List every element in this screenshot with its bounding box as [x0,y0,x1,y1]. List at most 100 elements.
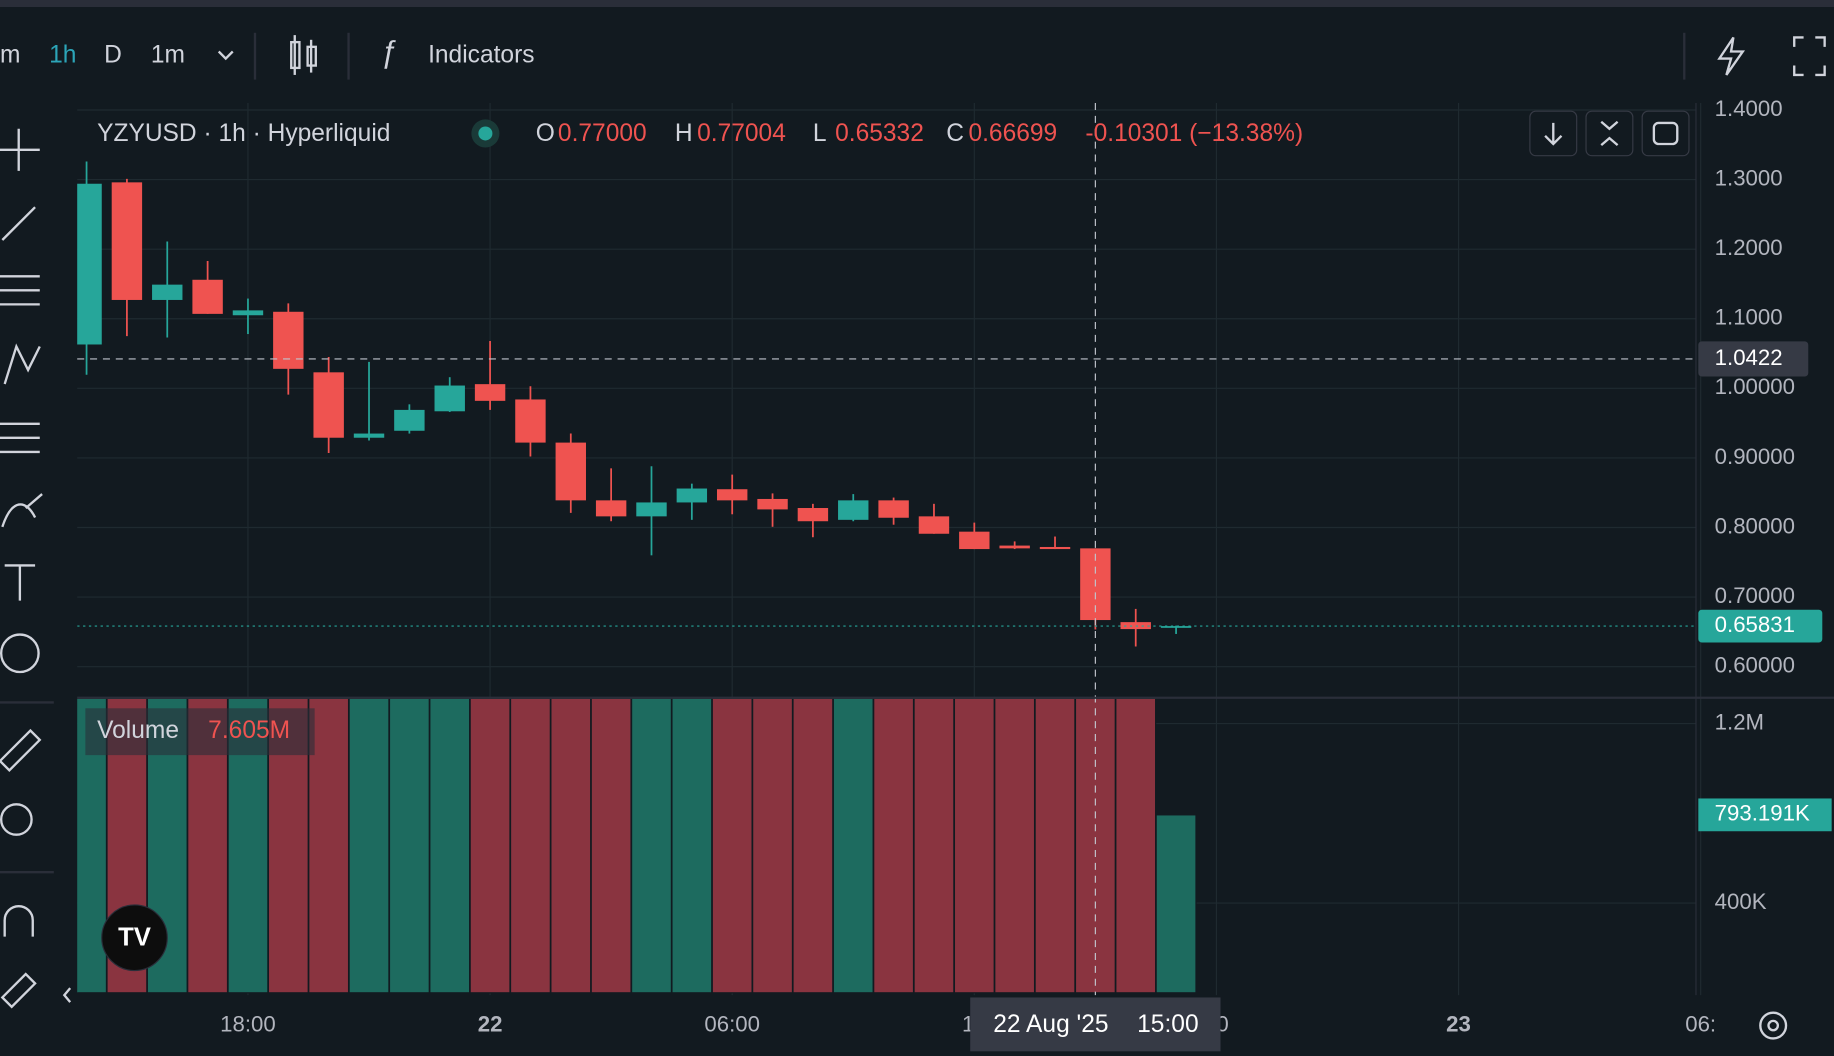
candle-body [595,500,627,517]
candle-body [515,399,546,443]
ohlc-value: 0.77004 [697,120,786,147]
candle-body [474,384,506,401]
candle-body [757,498,788,510]
candle-body [77,183,102,345]
candle-body [111,182,143,300]
ohlc-key: H [675,120,693,147]
volume-bar [631,698,672,994]
fullscreen-button[interactable] [1793,36,1826,77]
volume-bar [832,698,874,994]
y2-tick-label: 1.2M [1715,709,1764,734]
crosshair-time: 15:00 [1137,1011,1198,1038]
x-tick-label: 06:00 [704,1011,760,1036]
y-tick-label: 1.4000 [1715,96,1783,121]
candle-body [555,442,586,501]
lock-tool[interactable] [0,972,37,1009]
volume-value: 7.605M [208,717,290,744]
interval[interactable]: 1m [151,42,185,69]
ohlc-key: C [946,120,964,147]
brush-tool[interactable] [1,493,43,528]
interval[interactable]: D [104,42,122,69]
x-tick-label: 18:00 [220,1011,276,1036]
volume-bar [913,698,955,994]
candle-body [232,310,264,316]
candle-body [273,311,304,369]
y-tick-label: 1.1000 [1715,305,1783,330]
button[interactable] [1641,110,1690,157]
button[interactable] [1529,110,1578,157]
volume-bar [469,698,511,994]
x-tick-label: 23 [1446,1011,1471,1036]
toolbar: m 1h D 1m ƒ Indicators [0,32,1826,80]
x-tick-label: 22 [478,1011,503,1036]
volume-bar [873,698,915,994]
ohlc-value: 0.65332 [835,120,924,147]
status-dot-inner [478,126,493,141]
crosshair-date: 22 Aug '25 [993,1011,1108,1038]
volume-last-tag [1698,798,1832,832]
interval-dropdown[interactable] [217,50,234,61]
candle-body [918,516,950,534]
y-tick-label: 1.2000 [1715,235,1783,260]
change: -0.10301 (−13.38%) [1085,120,1303,147]
crosshair-time-tag [970,997,1221,1052]
projection-tool[interactable] [0,422,40,454]
volume-bar [308,698,350,994]
settings-button[interactable] [1759,1011,1788,1040]
y-tick-label: 1.00000 [1715,374,1795,399]
volume-bar [953,698,995,994]
volume-bar [792,698,834,994]
volume-last-label: 793.191K [1715,801,1810,826]
candle-body [636,502,667,517]
volume-bar [429,698,471,994]
candle-body [676,488,708,503]
volume-bar [509,698,551,994]
collapse-button[interactable] [62,987,72,1003]
drawing-toolbar [0,128,72,1009]
volume-bar [348,698,390,994]
crosshair-price-tag [1698,341,1809,377]
last-price-tag [1698,609,1823,643]
emoji-tool[interactable] [0,633,40,674]
volume-bar [227,698,269,994]
crosshair-tool[interactable] [0,128,40,171]
candle-body [838,500,869,520]
x-tick-label: 06: [1685,1011,1716,1036]
candle-body [192,279,223,314]
button[interactable] [1585,110,1634,157]
volume-bar [671,698,713,994]
indicators-button[interactable]: Indicators [428,42,534,69]
ruler-tool[interactable] [0,728,42,772]
candle-body [434,385,465,412]
last-price-label: 0.65831 [1715,612,1795,637]
candle-body [353,433,385,438]
candle-body [152,284,183,300]
ohlc-key: L [813,120,827,147]
candle-body [1120,622,1151,630]
interval[interactable]: 1h [49,42,76,69]
candle-body [1160,626,1192,628]
zoom-tool[interactable] [0,803,33,836]
candle-body [313,372,344,438]
interval[interactable]: m [0,42,20,69]
text-tool[interactable] [4,564,36,601]
y-tick-label: 0.60000 [1715,653,1795,678]
trendline-tool[interactable] [1,206,36,241]
fib-tool[interactable] [0,275,40,306]
magnet-tool[interactable] [3,905,34,937]
indicators-icon[interactable]: ƒ [380,35,397,69]
alert-button[interactable] [1717,36,1746,76]
volume-bar [388,698,430,994]
chart-type-button[interactable] [290,35,317,75]
crosshair-price-label: 1.0422 [1715,345,1783,370]
pattern-tool[interactable] [3,343,41,385]
y-tick-label: 0.80000 [1715,513,1795,538]
ohlc-value: 0.77000 [558,120,647,147]
volume-bar [1034,698,1076,994]
ohlc-key: O [536,120,555,147]
candle-body [797,508,829,522]
volume-legend-bg [85,708,315,756]
volume-bar [994,698,1036,994]
svg-text:TV: TV [118,924,151,952]
